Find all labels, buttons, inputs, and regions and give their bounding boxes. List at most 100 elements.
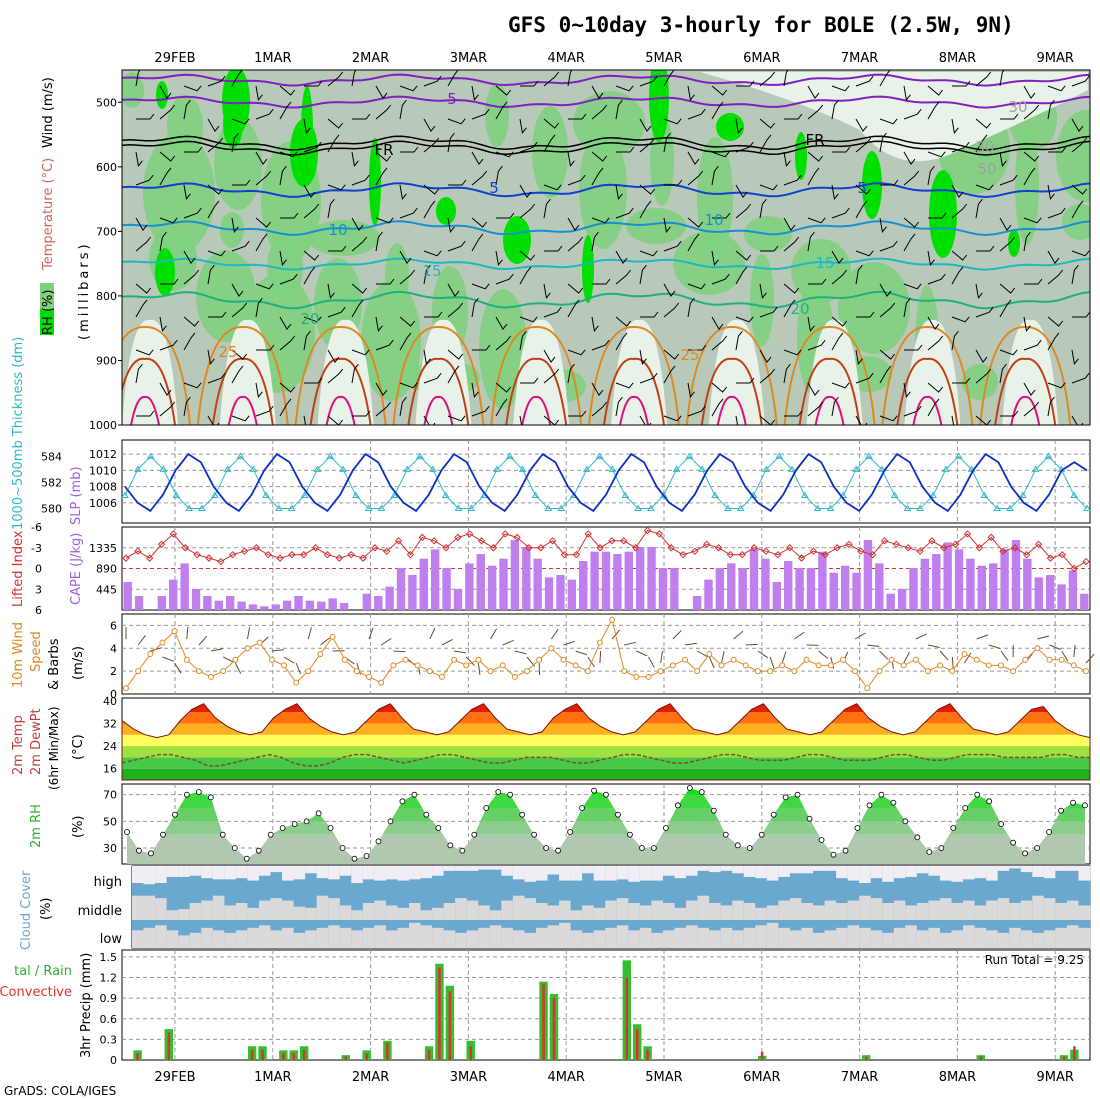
rh2m-point — [447, 842, 454, 849]
upper-wind-barb — [879, 365, 892, 384]
cloud-gap — [270, 930, 283, 948]
upper-wind-barb — [183, 332, 196, 351]
lifted-index-line-point — [880, 537, 889, 545]
cloud-gap — [870, 898, 883, 920]
upper-wind-barb — [639, 75, 658, 87]
upper-wind-barb — [231, 217, 239, 233]
upper-wind-barb — [903, 233, 916, 252]
cloud-gap — [247, 907, 260, 920]
thickness-line-point — [980, 491, 989, 498]
cloud-unit: (%) — [39, 898, 54, 921]
upper-wind-barb — [591, 151, 608, 162]
upper-wind-barb — [207, 118, 220, 132]
cloud-bar — [547, 866, 560, 893]
upper-wind-barb — [927, 382, 944, 393]
cloud-gap — [132, 866, 144, 884]
cloud-gap — [951, 930, 964, 948]
upper-wind-barb — [208, 311, 227, 318]
cloud-bar — [778, 866, 791, 893]
upper-wind-barb — [495, 335, 512, 351]
upper-wind-barb — [231, 349, 248, 360]
cloud-gap — [616, 898, 629, 920]
wind10m-line-point — [171, 628, 178, 635]
upper-wind-barb — [255, 405, 274, 417]
upper-wind-barb — [136, 410, 155, 417]
top-date-label: 8MAR — [939, 51, 976, 66]
cloud-bar — [432, 866, 444, 893]
wind10m-barb — [380, 638, 392, 646]
wind10m-barb — [988, 644, 1001, 649]
cloud-gap — [455, 898, 468, 920]
upper-wind-barb — [616, 146, 635, 153]
upper-wind-barb — [975, 349, 988, 363]
cloud-gap — [1055, 866, 1068, 871]
wind10m-barb — [502, 639, 514, 646]
cloud-gap — [328, 898, 341, 920]
upper-wind-barb — [351, 174, 370, 186]
cloud-gap — [755, 925, 768, 948]
cloud-bar — [916, 866, 929, 893]
rh-dry-region — [219, 319, 276, 425]
cloud-gap — [812, 905, 825, 920]
upper-wind-barb — [1023, 104, 1040, 120]
cloud-bar — [293, 893, 306, 920]
rh2m-point — [375, 838, 382, 845]
thickness-line-point — [236, 452, 245, 459]
upper-wind-barb — [1023, 401, 1040, 417]
rh2m-point — [698, 789, 705, 795]
upper-wind-barb — [207, 184, 224, 195]
cloud-bars — [132, 866, 1091, 948]
upper-wind-barb — [735, 316, 754, 323]
upper-wind-barb — [591, 85, 604, 99]
thickness-line-point — [364, 504, 373, 511]
top-date-label: 7MAR — [841, 51, 878, 66]
rh2m-point — [651, 845, 657, 851]
upper-wind-barb — [712, 212, 731, 219]
cape-tick-label: 445 — [96, 583, 117, 596]
wind10m-label-a: 10m Wind — [11, 622, 26, 688]
cloud-gap — [547, 905, 560, 920]
lifted-index-line — [125, 529, 1087, 570]
cloud-gap — [132, 895, 144, 920]
cape-bar — [453, 589, 463, 610]
lifted-index-line-point — [513, 533, 521, 542]
cloud-gap — [789, 898, 802, 920]
cape-bar — [203, 596, 212, 610]
upper-wind-barb — [831, 316, 848, 327]
cloud-bar — [339, 866, 352, 893]
upper-wind-barb — [855, 349, 863, 365]
wind10m-barb — [757, 650, 769, 659]
upper-wind-barb — [735, 266, 748, 285]
upper-wind-barb — [1047, 396, 1055, 417]
thickness-line-point — [505, 452, 514, 459]
upper-wind-barb — [1023, 167, 1036, 186]
upper-wind-barb — [976, 245, 995, 252]
bottom-date-label: 2MAR — [352, 1070, 389, 1085]
rh2m-point — [591, 787, 597, 794]
upper-wind-barb — [687, 85, 695, 101]
upper-wind-barb — [375, 401, 392, 417]
lifted-index-line-point — [548, 537, 557, 545]
thickness-line-point — [634, 504, 642, 511]
rh-tick-label: 50 — [103, 815, 117, 828]
upper-wind-barb — [279, 250, 287, 266]
upper-wind-barb — [615, 184, 623, 200]
cloud-gap — [235, 866, 248, 879]
cloud-gap — [1009, 927, 1022, 948]
upper-wind-barb — [423, 118, 436, 132]
wind10m-line-point — [560, 656, 567, 663]
top-date-label: 6MAR — [743, 51, 780, 66]
upper-wind-barb — [999, 151, 1007, 167]
cloud-bar — [697, 866, 710, 893]
rh2m-point — [1070, 799, 1076, 806]
upper-wind-barb — [255, 382, 263, 398]
cape-bar — [499, 558, 508, 610]
cloud-gap — [674, 866, 687, 879]
upper-wind-barb — [759, 134, 772, 153]
cloud-bar — [1055, 866, 1068, 893]
upper-wind-barb — [567, 70, 573, 87]
upper-wind-barb — [496, 212, 515, 219]
upper-wind-barb — [255, 151, 268, 165]
cloud-gap — [593, 866, 606, 881]
cloud-gap — [178, 866, 191, 877]
